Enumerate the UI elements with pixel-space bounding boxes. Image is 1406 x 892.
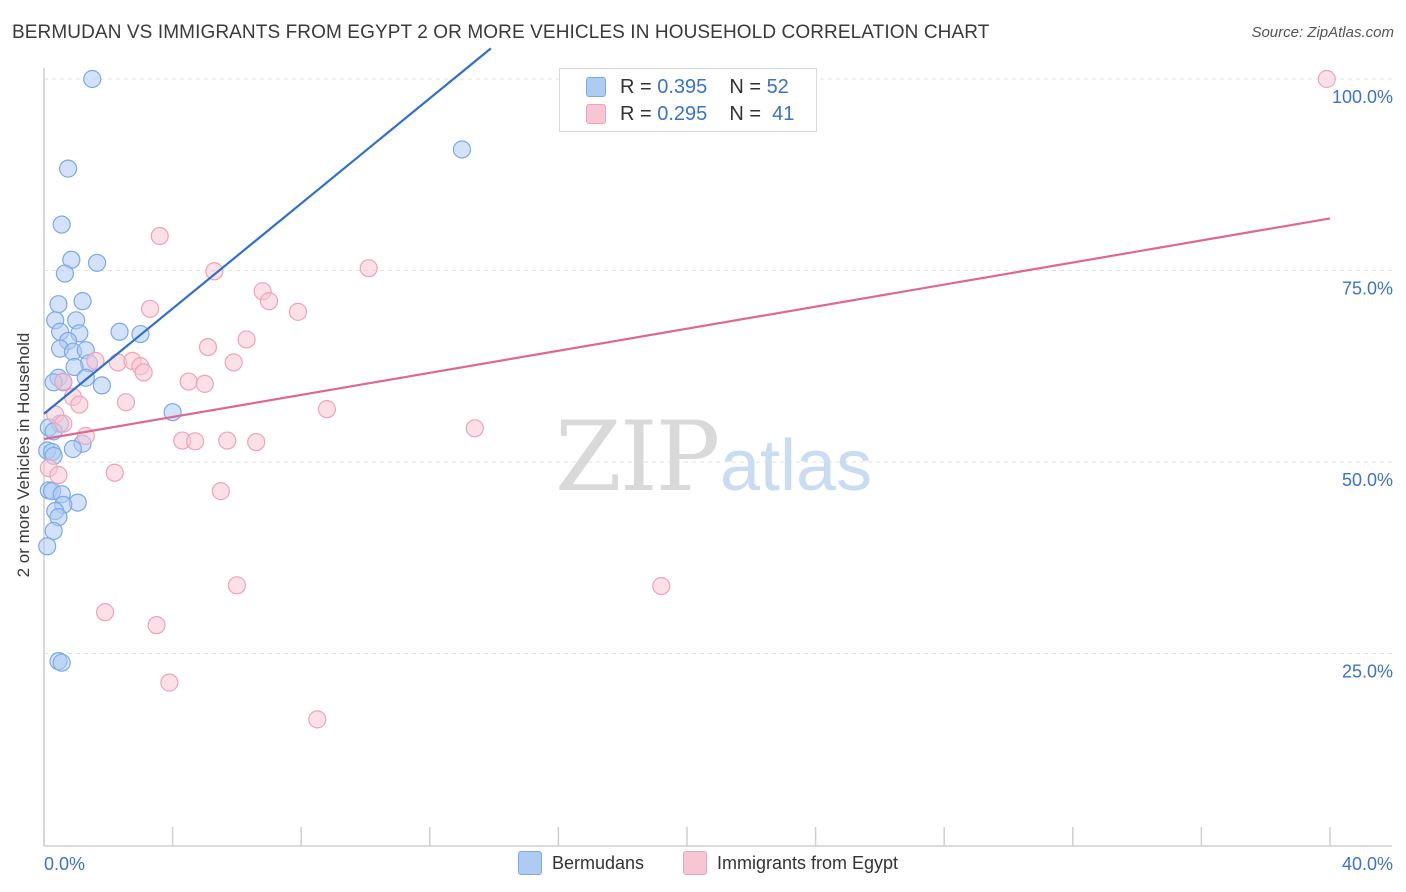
watermark-atlas: atlas — [720, 426, 872, 506]
egypt-point — [95, 603, 115, 622]
bermudans-point — [49, 295, 68, 314]
egypt-legend-swatch — [683, 851, 707, 875]
y-tick-label-25: 25.0% — [1342, 662, 1393, 682]
chart-title: BERMUDAN VS IMMIGRANTS FROM EGYPT 2 OR M… — [12, 22, 990, 43]
series-legend-bermudans[interactable]: Bermudans — [518, 851, 644, 875]
bermudans-point — [38, 537, 57, 556]
egypt-point — [1317, 69, 1336, 89]
legend-r-label: R = — [620, 102, 652, 125]
bermudans-point — [44, 521, 63, 541]
legend-r-value: 0.295 — [657, 102, 708, 125]
egypt-point — [150, 226, 169, 246]
bermudans-legend-swatch — [518, 851, 542, 875]
watermark-zip: ZIP — [555, 401, 718, 513]
bermudans-point — [59, 159, 78, 178]
bermudans-swatch — [586, 77, 606, 97]
bermudans-point — [83, 69, 102, 89]
egypt-point — [198, 338, 218, 357]
watermark: ZIP atlas — [555, 401, 872, 513]
egypt-point — [652, 576, 671, 596]
legend-n-value: 52 — [766, 75, 789, 98]
egypt-point — [54, 372, 73, 391]
egypt-point — [86, 351, 105, 370]
data-points — [38, 69, 1336, 729]
egypt-point — [211, 482, 230, 501]
egypt-point — [140, 299, 160, 318]
bermudans-point — [110, 322, 129, 341]
egypt-point — [247, 432, 266, 452]
bermudans-point — [52, 653, 71, 672]
y-tick-label-75: 75.0% — [1342, 279, 1393, 299]
chart-source: Source: ZipAtlas.com — [1251, 24, 1394, 41]
bermudans-point — [452, 140, 472, 159]
egypt-point — [218, 431, 237, 450]
bermudans-trend-line — [43, 47, 492, 415]
egypt-point — [186, 432, 205, 451]
legend-row-bermudans: R = 0.395 N = 52 — [586, 74, 789, 100]
egypt-point — [465, 419, 484, 438]
legend-r-label: R = — [620, 75, 652, 98]
egypt-point — [147, 616, 166, 635]
bermudans-point — [52, 215, 71, 234]
bermudans-legend-label: Bermudans — [552, 852, 645, 873]
bermudans-point — [65, 357, 84, 377]
y-tick-label-50: 50.0% — [1342, 470, 1393, 490]
legend-r-value: 0.395 — [657, 75, 708, 98]
egypt-point — [224, 353, 243, 372]
bermudans-point — [87, 253, 107, 272]
trend-lines — [43, 47, 1331, 441]
legend-n-label: N = — [729, 75, 761, 98]
x-tick-label-0: 0.0% — [44, 854, 85, 874]
bermudans-point — [63, 439, 83, 459]
legend-n-value: 41 — [772, 102, 795, 125]
egypt-point — [259, 292, 279, 311]
tick-labels: 25.0% 50.0% 75.0% 100.0% 0.0% 40.0% — [44, 87, 1393, 874]
egypt-point — [195, 374, 214, 393]
egypt-point — [237, 330, 256, 349]
egypt-point — [134, 363, 153, 382]
egypt-point — [105, 463, 124, 482]
egypt-legend-label: Immigrants from Egypt — [717, 852, 899, 873]
bermudans-point — [73, 292, 92, 311]
egypt-point — [205, 262, 224, 281]
egypt-point — [49, 465, 68, 485]
legend-row-egypt: R = 0.295 N = 41 — [586, 101, 794, 127]
y-tick-label-100: 100.0% — [1332, 87, 1393, 107]
egypt-point — [308, 710, 327, 729]
egypt-point — [359, 259, 378, 278]
egypt-point — [288, 302, 308, 321]
legend-n-label: N = — [729, 102, 761, 125]
gridlines — [44, 78, 1392, 654]
egypt-trend-line — [43, 217, 1331, 441]
bermudans-point — [55, 264, 74, 283]
egypt-point — [116, 393, 136, 412]
egypt-swatch — [586, 104, 606, 124]
egypt-point — [179, 372, 198, 391]
series-legend-egypt[interactable]: Immigrants from Egypt — [683, 851, 898, 875]
correlation-legend: R = 0.395 N = 52 R = 0.295 N = 41 — [559, 68, 817, 132]
bermudans-point — [92, 376, 111, 395]
egypt-point — [227, 576, 246, 595]
x-tick-label-40: 40.0% — [1342, 854, 1393, 874]
egypt-point — [317, 400, 337, 419]
egypt-point — [70, 395, 89, 414]
egypt-point — [160, 673, 179, 692]
egypt-point — [54, 414, 73, 433]
